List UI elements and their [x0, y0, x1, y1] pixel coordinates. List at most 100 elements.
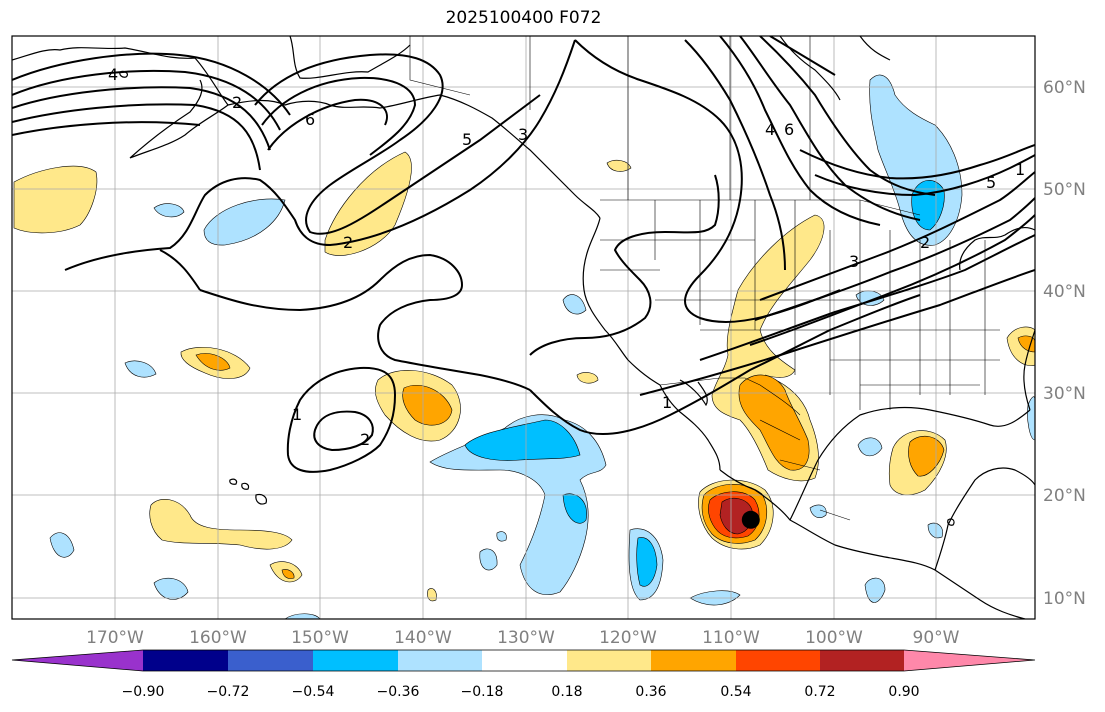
- colorbar-outline: [11, 649, 1036, 672]
- colorbar-tick-label: 0.18: [551, 684, 582, 700]
- contour-jet-3: [749, 214, 1035, 346]
- contour-label: 6: [784, 120, 794, 139]
- shade-cyan-trough-b: [562, 493, 587, 524]
- lon-label: 140°W: [394, 628, 452, 648]
- colorbar-segment: [398, 650, 482, 671]
- contour-label: 2: [343, 233, 353, 252]
- shade-blue-small-e: [479, 548, 498, 571]
- shade-yellow-alaska-west: [13, 165, 98, 234]
- contour-label: 3: [849, 252, 859, 271]
- contour-pacific-1: [199, 253, 463, 312]
- shade-yellow-hawaii-south: [149, 498, 293, 550]
- colorbar-segment: [482, 650, 567, 671]
- coast-baja: [659, 379, 721, 471]
- coast-mexico: [719, 469, 1026, 619]
- contour-label: 1: [1015, 160, 1025, 179]
- lon-label: 150°W: [291, 628, 349, 648]
- shade-blue-small-i: [153, 577, 189, 600]
- contour-label: 2: [232, 93, 242, 112]
- colorbar-segment: [736, 650, 820, 671]
- colorbar-tick-label: −0.54: [292, 684, 335, 700]
- contour-canada-4: [814, 154, 1035, 197]
- contour-trough-2: [286, 366, 397, 473]
- contour-east-b: [739, 36, 921, 221]
- shade-blue-small-a: [153, 203, 185, 218]
- contour-east-a: [719, 36, 881, 226]
- contour-label: 4: [765, 120, 775, 139]
- contour-ridge-c: [267, 98, 388, 151]
- shade-yellow-small-j: [427, 588, 437, 602]
- island-hawaii-1: [229, 478, 238, 485]
- shade-blue-small-p: [864, 577, 886, 603]
- colorbar-tick-label: 0.72: [804, 684, 835, 700]
- colorbar-segment: [143, 650, 228, 671]
- colorbar-segment: [651, 650, 736, 671]
- contour-west-5: [12, 69, 281, 131]
- colorbar-tick-label: 0.36: [635, 684, 666, 700]
- contour-pacific-2b: [159, 249, 201, 291]
- lon-label: 120°W: [599, 628, 657, 648]
- contour-jet-2: [699, 234, 1035, 361]
- colorbar-tick-label: 0.54: [720, 684, 751, 700]
- contour-label: 2: [360, 430, 370, 449]
- lat-label: 50°N: [1043, 180, 1086, 200]
- shade-blue-small-d: [124, 360, 157, 378]
- contour-ridge-b: [261, 76, 417, 156]
- island-hawaii-2: [241, 482, 250, 490]
- lon-label: 130°W: [497, 628, 555, 648]
- colorbar-extend-low: [12, 650, 143, 671]
- contour-ridge-a: [254, 53, 541, 235]
- lat-label: 60°N: [1043, 78, 1086, 98]
- border-us-mexico: [659, 377, 801, 416]
- shade-blue-small-m: [857, 437, 883, 457]
- shade-yellow-small-c: [606, 159, 632, 172]
- contours: [12, 36, 1035, 473]
- island-gt: [947, 518, 955, 526]
- map-frame: [11, 35, 1036, 620]
- colorbar-segment: [313, 650, 398, 671]
- shade-orange-subtropic: [402, 384, 453, 426]
- contour-east-c: [759, 36, 936, 196]
- contour-label: 4: [108, 65, 118, 84]
- colorbar-tick-label: 0.90: [888, 684, 919, 700]
- contour-label: 5: [986, 173, 996, 192]
- contour-canada-5: [799, 144, 1035, 180]
- contour-east-d: [769, 36, 836, 76]
- borders-mexico-states: [759, 419, 851, 521]
- contour-west-3b: [12, 121, 201, 136]
- latitude-labels: 60°N 50°N 40°N 30°N 20°N 10°N: [1043, 78, 1086, 609]
- colorbar-tick-label: −0.72: [207, 684, 250, 700]
- lat-label: 10°N: [1043, 589, 1086, 609]
- map-area: 4 6 5 3 2 1 1 2 2 4 6 5 3 2 1: [12, 36, 1035, 619]
- border-alaska-canada: [409, 36, 471, 96]
- borders-canada-provinces: [529, 36, 811, 200]
- contour-east-pacific-1: [529, 294, 921, 436]
- contour-trough-1: [377, 284, 531, 391]
- shade-blue-small-f: [496, 531, 507, 542]
- contour-label: 6: [305, 110, 315, 129]
- contour-label: 1: [662, 393, 672, 412]
- colorbar-segment: [820, 650, 904, 671]
- shade-blue-small-h: [49, 532, 75, 558]
- shade-orange-east: [1017, 335, 1035, 353]
- contour-label: 1: [292, 405, 302, 424]
- contour-west-6: [12, 86, 271, 151]
- shade-orange-gulf: [908, 435, 945, 477]
- shade-blue-small-b: [562, 294, 587, 315]
- map-title: 2025100400 F072: [445, 8, 602, 28]
- lon-label: 110°W: [702, 628, 760, 648]
- contour-label: 2: [920, 233, 930, 252]
- lon-label: 100°W: [805, 628, 863, 648]
- colorbar-segment: [228, 650, 313, 671]
- contour-jet-4: [754, 197, 1035, 321]
- colorbar-tick-label: −0.18: [461, 684, 504, 700]
- shade-yellow-baja: [576, 372, 599, 384]
- shade-blue-small-q: [927, 522, 943, 539]
- contour-pacific-2: [64, 39, 576, 271]
- shade-orange-hawaii-north: [195, 353, 231, 371]
- contour-west-3a: [12, 103, 261, 171]
- colorbar-segment: [567, 650, 651, 671]
- shading-layer: [13, 74, 1035, 619]
- contour-west-us: [684, 39, 786, 271]
